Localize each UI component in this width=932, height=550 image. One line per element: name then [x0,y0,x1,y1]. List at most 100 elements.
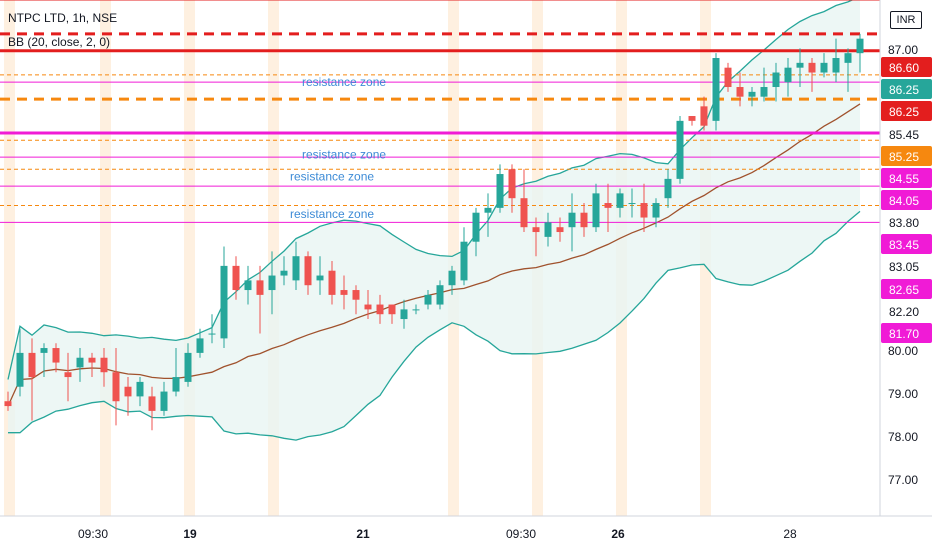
candle-body-27[interactable] [328,270,336,295]
candle-body-52[interactable] [628,203,636,205]
candle-body-5[interactable] [64,372,72,378]
candle-body-35[interactable] [424,294,432,305]
candle-body-28[interactable] [340,290,348,295]
candle-body-56[interactable] [676,120,684,179]
indicator-legend[interactable]: BB (20, close, 2, 0) [8,35,111,49]
candle-body-70[interactable] [844,53,852,63]
price-tag-bg-7[interactable] [881,212,932,232]
candle-body-68[interactable] [820,62,828,73]
candle-body-57[interactable] [688,116,696,121]
candle-body-16[interactable] [196,338,204,353]
candle-body-7[interactable] [88,357,96,363]
candle-body-24[interactable] [292,256,300,281]
candle-body-62[interactable] [748,91,756,97]
candle-body-4[interactable] [52,348,60,363]
price-tag-bg-12[interactable] [881,323,932,343]
candle-body-64[interactable] [772,72,780,88]
candle-body-45[interactable] [544,222,552,237]
candle-body-37[interactable] [448,270,456,286]
candle-body-41[interactable] [496,174,504,208]
candle-body-31[interactable] [376,304,384,315]
candle-body-1[interactable] [16,352,24,387]
candle-body-2[interactable] [28,352,36,378]
price-tag-4: 85.25 [889,150,919,164]
candle-body-14[interactable] [172,377,180,392]
candle-body-6[interactable] [76,357,84,368]
price-tag-bg-4[interactable] [881,146,932,166]
candle-body-59[interactable] [712,58,720,121]
price-tag-bg-9[interactable] [881,256,932,276]
candle-body-51[interactable] [616,193,624,208]
candle-body-46[interactable] [556,227,564,233]
candle-body-8[interactable] [100,357,108,373]
price-tag-bg-1[interactable] [881,79,932,99]
candle-body-26[interactable] [316,275,324,281]
session-highlight-3 [268,0,279,516]
candle-body-63[interactable] [760,87,768,97]
candle-body-15[interactable] [184,352,192,382]
x-tick-label-0: 09:30 [78,527,108,541]
candle-body-36[interactable] [436,285,444,305]
candle-body-18[interactable] [220,265,228,339]
candle-body-10[interactable] [124,386,132,397]
candle-body-3[interactable] [40,348,48,353]
x-tick-label-5: 28 [783,527,797,541]
candle-body-69[interactable] [832,58,840,73]
candle-body-60[interactable] [724,67,732,88]
candle-body-38[interactable] [460,241,468,281]
candle-body-53[interactable] [640,203,648,218]
candle-body-50[interactable] [604,203,612,208]
price-tag-bg-6[interactable] [881,190,932,210]
candle-body-13[interactable] [160,391,168,411]
candle-body-25[interactable] [304,256,312,286]
price-tag-9: 83.05 [889,260,919,274]
candle-body-12[interactable] [148,396,156,411]
candle-body-23[interactable] [280,270,288,276]
candle-body-19[interactable] [232,265,240,291]
candle-body-55[interactable] [664,178,672,199]
price-tag-bg-8[interactable] [881,234,932,254]
candle-body-21[interactable] [256,280,264,295]
candle-body-44[interactable] [532,227,540,233]
candle-body-17[interactable] [208,333,216,335]
candle-body-61[interactable] [736,87,744,97]
price-tag-bg-2[interactable] [881,101,932,121]
candle-body-34[interactable] [412,309,420,311]
candle-body-42[interactable] [508,169,516,199]
y-tick-label-3: 78.00 [888,430,918,444]
resistance-zone-label-0: resistance zone [302,75,386,89]
candle-body-49[interactable] [592,193,600,228]
candle-body-48[interactable] [580,212,588,228]
candle-body-22[interactable] [268,275,276,291]
candle-body-66[interactable] [796,62,804,68]
candle-body-29[interactable] [352,290,360,300]
candle-body-33[interactable] [400,309,408,320]
candle-body-43[interactable] [520,198,528,228]
candle-body-32[interactable] [388,304,396,315]
candle-body-47[interactable] [568,212,576,228]
candle-body-71[interactable] [856,38,864,54]
price-tag-bg-11[interactable] [881,301,932,321]
candle-body-11[interactable] [136,381,144,397]
resistance-zone-label-1: resistance zone [302,148,386,162]
candle-body-40[interactable] [484,207,492,213]
candle-body-67[interactable] [808,62,816,73]
currency-button[interactable]: INR [890,11,922,29]
candle-body-20[interactable] [244,280,252,291]
price-tag-bg-3[interactable] [881,124,932,144]
bb-lower-band [8,210,861,441]
price-tag-bg-5[interactable] [881,168,932,188]
candle-body-30[interactable] [364,304,372,310]
price-tag-bg-10[interactable] [881,279,932,299]
candle-body-0[interactable] [4,401,12,407]
candle-body-54[interactable] [652,203,660,218]
resistance-zone-label-2: resistance zone [290,169,374,183]
symbol-legend[interactable]: NTPC LTD, 1h, NSE [8,11,118,25]
candle-body-39[interactable] [472,212,480,242]
price-tag-bg-0[interactable] [881,57,932,77]
candle-body-58[interactable] [700,106,708,126]
candle-body-9[interactable] [112,372,120,402]
y-tick-label-0: 87.00 [888,43,918,57]
candle-body-65[interactable] [784,67,792,83]
